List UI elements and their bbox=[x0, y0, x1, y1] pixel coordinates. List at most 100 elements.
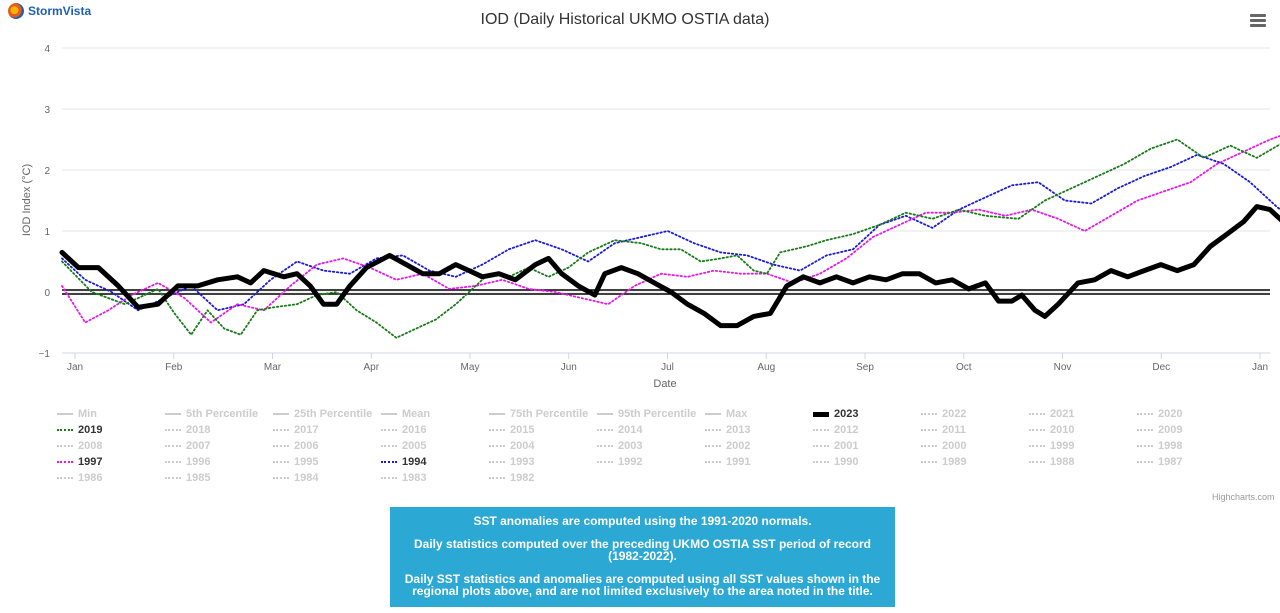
legend-item-95th-percentile[interactable]: 95th Percentile bbox=[597, 407, 696, 421]
x-tick-label: Feb bbox=[165, 362, 183, 373]
series-line-1997[interactable] bbox=[61, 121, 1280, 324]
legend-item-1987[interactable]: 1987 bbox=[1137, 455, 1182, 469]
legend-item-2018[interactable]: 2018 bbox=[165, 423, 210, 437]
legend-item-1999[interactable]: 1999 bbox=[1029, 439, 1074, 453]
legend-item-1991[interactable]: 1991 bbox=[705, 455, 750, 469]
series-line-1994[interactable] bbox=[61, 153, 1280, 317]
legend-item-1992[interactable]: 1992 bbox=[597, 455, 642, 469]
legend-swatch bbox=[165, 445, 181, 447]
legend-item-2022[interactable]: 2022 bbox=[921, 407, 966, 421]
legend-item-2021[interactable]: 2021 bbox=[1029, 407, 1074, 421]
y-axis-ticks: 4 3 2 1 0 −1 bbox=[39, 44, 51, 360]
y-tick-label: 4 bbox=[44, 44, 50, 55]
legend-item-2007[interactable]: 2007 bbox=[165, 439, 210, 453]
legend-item-1989[interactable]: 1989 bbox=[921, 455, 966, 469]
legend-item-2015[interactable]: 2015 bbox=[489, 423, 534, 437]
y-axis-label: IOD Index (°C) bbox=[21, 164, 33, 236]
legend-swatch bbox=[921, 413, 937, 415]
series-line-2023[interactable] bbox=[59, 161, 1280, 329]
series-line-2019[interactable] bbox=[61, 138, 1280, 339]
y-tick-label: 1 bbox=[44, 227, 50, 238]
y-tick-label: 2 bbox=[44, 166, 50, 177]
legend-item-5th-percentile[interactable]: 5th Percentile bbox=[165, 407, 258, 421]
legend-item-25th-percentile[interactable]: 25th Percentile bbox=[273, 407, 372, 421]
legend-item-1984[interactable]: 1984 bbox=[273, 471, 318, 485]
legend-item-2013[interactable]: 2013 bbox=[705, 423, 750, 437]
legend-label: 1993 bbox=[510, 456, 535, 468]
brand-logo[interactable]: StormVista bbox=[8, 3, 91, 19]
legend-label: 1986 bbox=[78, 472, 103, 484]
credits-link[interactable]: Highcharts.com bbox=[1212, 492, 1275, 502]
legend-swatch bbox=[597, 445, 613, 447]
legend-swatch bbox=[1137, 461, 1153, 463]
legend-swatch bbox=[273, 413, 289, 415]
legend-item-1993[interactable]: 1993 bbox=[489, 455, 534, 469]
legend-swatch bbox=[1029, 461, 1045, 463]
legend-item-1998[interactable]: 1998 bbox=[1137, 439, 1182, 453]
legend-item-min[interactable]: Min bbox=[57, 407, 97, 421]
legend-item-1996[interactable]: 1996 bbox=[165, 455, 210, 469]
legend-label: 1999 bbox=[1050, 440, 1075, 452]
x-tick-label: Sep bbox=[856, 362, 874, 373]
legend-swatch bbox=[813, 445, 829, 447]
hamburger-menu-icon[interactable] bbox=[1250, 14, 1266, 27]
x-tick-label: Aug bbox=[757, 362, 775, 373]
legend-swatch bbox=[381, 445, 397, 447]
legend-swatch bbox=[489, 461, 505, 463]
legend-label: 1985 bbox=[186, 472, 211, 484]
legend-item-1986[interactable]: 1986 bbox=[57, 471, 102, 485]
legend-swatch bbox=[165, 429, 181, 431]
legend-item-2016[interactable]: 2016 bbox=[381, 423, 426, 437]
legend-item-2011[interactable]: 2011 bbox=[921, 423, 966, 437]
y-tick-label: −1 bbox=[39, 349, 51, 360]
legend-item-2012[interactable]: 2012 bbox=[813, 423, 858, 437]
legend-item-2004[interactable]: 2004 bbox=[489, 439, 534, 453]
legend-swatch bbox=[165, 413, 181, 415]
legend-swatch bbox=[273, 445, 289, 447]
legend-label: 2020 bbox=[1158, 408, 1183, 420]
legend-item-1997[interactable]: 1997 bbox=[57, 455, 102, 469]
legend-swatch bbox=[813, 411, 829, 417]
legend-item-1995[interactable]: 1995 bbox=[273, 455, 318, 469]
legend-item-2002[interactable]: 2002 bbox=[705, 439, 750, 453]
legend-item-2009[interactable]: 2009 bbox=[1137, 423, 1182, 437]
legend-item-2023[interactable]: 2023 bbox=[813, 407, 858, 421]
legend-item-max[interactable]: Max bbox=[705, 407, 747, 421]
legend-item-1988[interactable]: 1988 bbox=[1029, 455, 1074, 469]
legend-item-1982[interactable]: 1982 bbox=[489, 471, 534, 485]
legend-swatch bbox=[165, 477, 181, 479]
x-tick-label: Jun bbox=[561, 362, 577, 373]
legend-swatch bbox=[1137, 445, 1153, 447]
legend-swatch bbox=[57, 445, 73, 447]
note-sst-regions: Daily SST statistics and anomalies are c… bbox=[404, 572, 881, 598]
legend-label: 2015 bbox=[510, 424, 535, 436]
legend-swatch bbox=[1137, 413, 1153, 415]
legend-swatch bbox=[489, 445, 505, 447]
legend-item-1990[interactable]: 1990 bbox=[813, 455, 858, 469]
legend-item-2019[interactable]: 2019 bbox=[57, 423, 102, 437]
legend-label: 2011 bbox=[942, 424, 966, 436]
legend-item-2010[interactable]: 2010 bbox=[1029, 423, 1074, 437]
legend-item-1985[interactable]: 1985 bbox=[165, 471, 210, 485]
legend-item-mean[interactable]: Mean bbox=[381, 407, 430, 421]
legend-item-2008[interactable]: 2008 bbox=[57, 439, 102, 453]
legend-item-2005[interactable]: 2005 bbox=[381, 439, 426, 453]
legend-label: 2010 bbox=[1050, 424, 1075, 436]
legend-item-2014[interactable]: 2014 bbox=[597, 423, 642, 437]
legend-swatch bbox=[813, 429, 829, 431]
legend-item-2006[interactable]: 2006 bbox=[273, 439, 318, 453]
x-tick-label: Oct bbox=[956, 362, 972, 373]
legend-swatch bbox=[489, 477, 505, 479]
legend-item-2000[interactable]: 2000 bbox=[921, 439, 966, 453]
legend-item-2003[interactable]: 2003 bbox=[597, 439, 642, 453]
legend-item-2017[interactable]: 2017 bbox=[273, 423, 318, 437]
legend-label: 5th Percentile bbox=[186, 408, 259, 420]
legend-item-1994[interactable]: 1994 bbox=[381, 455, 426, 469]
legend-item-2001[interactable]: 2001 bbox=[813, 439, 858, 453]
legend-item-2020[interactable]: 2020 bbox=[1137, 407, 1182, 421]
legend-swatch bbox=[57, 477, 73, 479]
x-tick-label: Dec bbox=[1152, 362, 1170, 373]
legend-item-1983[interactable]: 1983 bbox=[381, 471, 426, 485]
legend-item-75th-percentile[interactable]: 75th Percentile bbox=[489, 407, 588, 421]
legend-swatch bbox=[705, 445, 721, 447]
